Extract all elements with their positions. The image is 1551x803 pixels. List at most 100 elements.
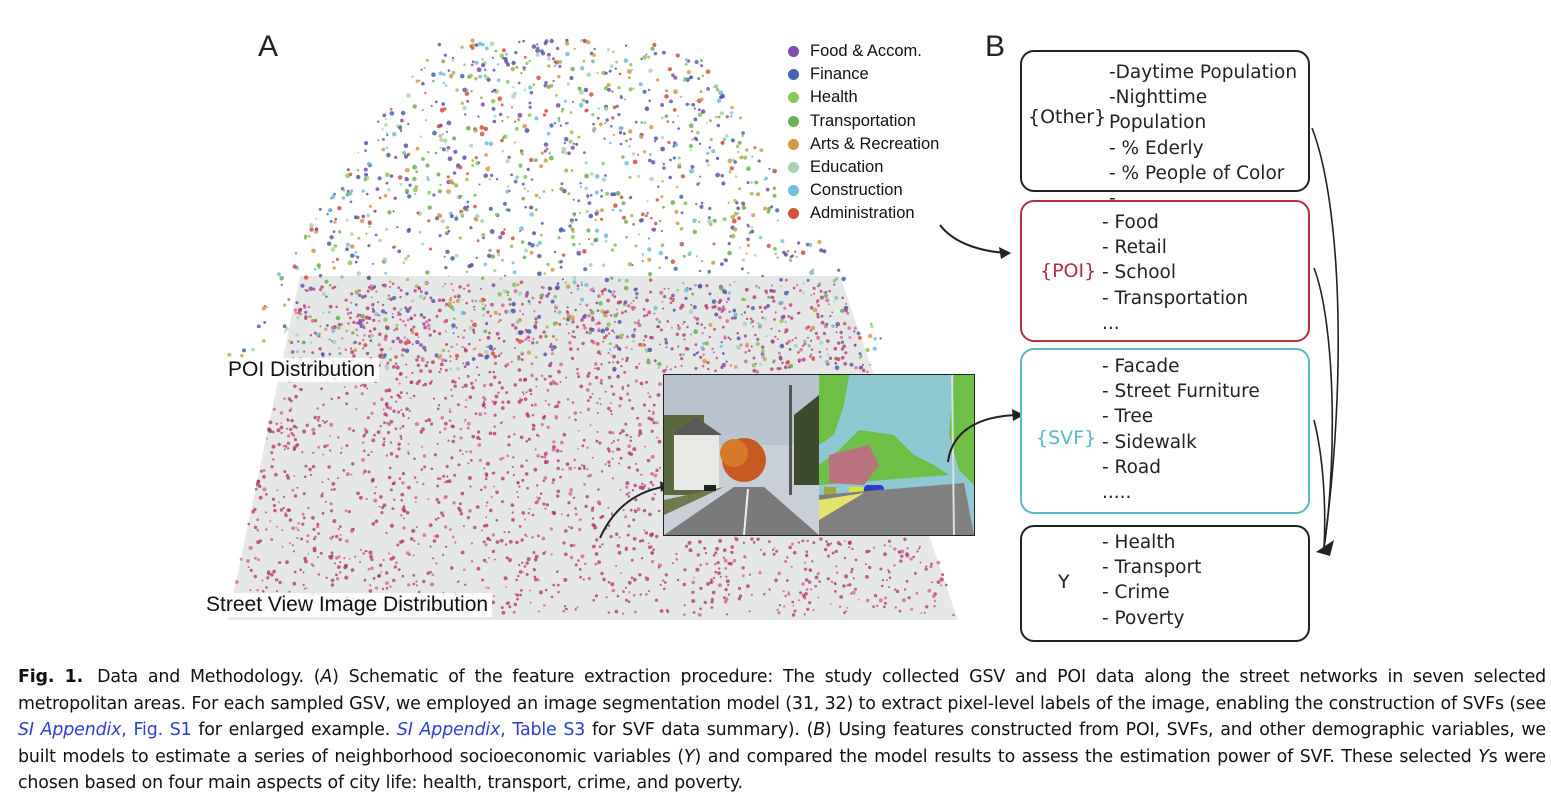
poi-point — [549, 361, 553, 365]
street-view-point — [810, 294, 813, 297]
street-view-point — [372, 577, 376, 580]
poi-point — [539, 49, 544, 54]
street-view-point — [826, 542, 831, 547]
street-view-point — [457, 463, 461, 467]
street-view-point — [744, 351, 747, 354]
street-view-point — [648, 545, 652, 550]
poi-point — [648, 68, 653, 73]
street-view-point — [330, 488, 333, 491]
poi-point — [642, 55, 647, 60]
street-view-point — [695, 567, 700, 572]
poi-point — [527, 241, 532, 246]
street-view-point — [347, 510, 351, 514]
street-view-point — [280, 422, 283, 424]
street-view-point — [350, 529, 354, 533]
street-view-point — [638, 573, 642, 577]
poi-point — [327, 310, 331, 314]
street-view-point — [378, 563, 383, 567]
street-view-point — [535, 496, 538, 498]
poi-point — [723, 258, 727, 262]
poi-point — [767, 206, 772, 211]
poi-point — [474, 156, 478, 160]
poi-point — [730, 138, 735, 143]
poi-point — [400, 110, 406, 116]
si-appendix-table-link[interactable]: SI Appendix, Table S3 — [397, 720, 585, 740]
poi-point — [592, 53, 596, 57]
street-view-point — [580, 318, 584, 322]
poi-point — [628, 87, 633, 92]
street-view-point — [647, 487, 650, 490]
poi-point — [484, 68, 487, 72]
poi-point — [618, 333, 624, 339]
poi-point — [368, 204, 372, 208]
poi-point — [757, 323, 762, 328]
street-view-point — [506, 471, 510, 474]
street-view-point — [705, 284, 709, 288]
street-view-point — [429, 296, 433, 300]
street-view-point — [571, 401, 575, 404]
poi-point — [655, 198, 659, 202]
street-view-point — [783, 605, 786, 608]
poi-point — [486, 77, 491, 82]
street-view-point — [473, 305, 476, 308]
street-view-point — [342, 468, 346, 472]
street-view-point — [276, 489, 279, 492]
poi-point — [570, 220, 574, 224]
poi-point — [559, 186, 564, 191]
poi-point — [422, 322, 426, 326]
poi-point — [538, 196, 541, 199]
street-view-point — [794, 336, 797, 339]
street-view-point — [334, 556, 339, 560]
street-view-point — [451, 379, 455, 384]
street-view-point — [582, 323, 586, 327]
poi-point — [601, 161, 605, 166]
poi-point — [432, 193, 436, 197]
poi-point — [329, 219, 333, 223]
poi-point — [330, 196, 333, 200]
poi-point — [481, 303, 484, 306]
poi-point — [349, 244, 355, 249]
street-view-point — [792, 605, 795, 607]
street-view-point — [430, 422, 434, 426]
street-view-point — [420, 468, 424, 471]
street-view-point — [613, 331, 616, 334]
street-view-point — [776, 338, 779, 341]
poi-point — [643, 344, 646, 346]
poi-point — [810, 353, 813, 356]
street-view-point — [367, 453, 370, 457]
poi-point — [360, 314, 365, 319]
poi-point — [356, 271, 362, 276]
street-view-point — [643, 529, 646, 532]
poi-point — [622, 215, 626, 220]
street-view-point — [865, 575, 869, 579]
street-view-point — [369, 584, 372, 587]
poi-point — [615, 104, 619, 108]
street-view-point — [641, 482, 644, 485]
poi-point — [738, 246, 742, 249]
poi-point — [706, 163, 710, 167]
poi-point — [637, 153, 640, 156]
street-view-point — [725, 613, 729, 616]
street-view-point — [474, 379, 477, 382]
street-view-point — [339, 561, 342, 564]
poi-point — [562, 317, 566, 320]
poi-point — [729, 166, 734, 171]
street-view-point — [625, 433, 629, 437]
poi-point — [550, 299, 555, 304]
street-view-point — [556, 459, 560, 463]
street-view-point — [568, 525, 571, 528]
street-view-point — [607, 375, 612, 380]
poi-point — [426, 178, 430, 182]
street-view-point — [393, 565, 397, 569]
poi-point — [590, 310, 595, 315]
poi-point — [529, 212, 534, 217]
poi-point — [396, 336, 400, 341]
street-view-point — [467, 462, 470, 465]
svf-item: - Tree — [1102, 406, 1154, 428]
poi-point — [484, 153, 488, 157]
poi-point — [699, 59, 703, 63]
street-view-point — [854, 558, 858, 562]
street-view-point — [364, 429, 369, 434]
street-view-point — [812, 286, 816, 290]
si-appendix-fig-link[interactable]: SI Appendix, Fig. S1 — [18, 720, 192, 740]
